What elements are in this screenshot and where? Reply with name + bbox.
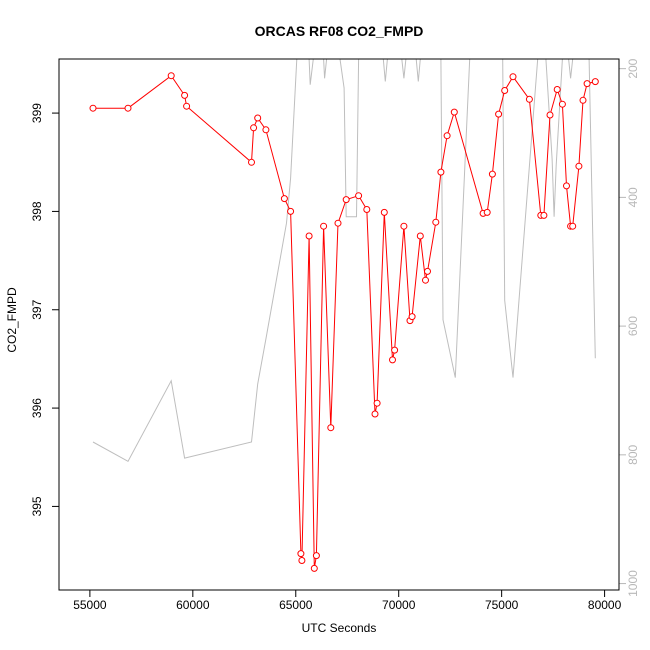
right-tick-label: 1000 <box>626 570 640 597</box>
data-point <box>363 206 371 213</box>
data-point <box>424 267 431 275</box>
data-point <box>450 108 458 116</box>
data-point <box>254 114 262 122</box>
data-point <box>391 346 399 354</box>
data-point <box>432 218 440 226</box>
data-point <box>250 124 258 132</box>
data-point <box>373 399 381 407</box>
data-point <box>569 222 577 230</box>
chart-title: ORCAS RF08 CO2_FMPD <box>255 23 424 39</box>
data-point <box>312 552 320 560</box>
data-point <box>320 222 328 230</box>
data-point <box>525 95 533 103</box>
data-point <box>334 219 342 227</box>
data-point <box>416 232 424 240</box>
y-axis-label: CO2_FMPD <box>5 287 19 353</box>
data-point <box>310 564 318 572</box>
data-point <box>327 424 335 432</box>
data-point <box>540 211 548 219</box>
x-tick-label: 70000 <box>382 598 416 612</box>
data-point <box>408 313 416 321</box>
data-point <box>575 162 583 170</box>
y-tick-label: 395 <box>30 496 44 516</box>
x-tick-label: 60000 <box>176 598 210 612</box>
y-tick-label: 399 <box>30 103 44 123</box>
data-point <box>488 170 496 178</box>
data-point <box>501 87 509 94</box>
data-point <box>262 126 270 134</box>
data-point <box>553 86 561 93</box>
data-point <box>389 356 396 364</box>
secondary-series-layer <box>92 59 596 462</box>
data-point <box>591 78 599 86</box>
plot-frame <box>58 58 620 591</box>
data-point <box>287 207 295 215</box>
right-tick-label: 600 <box>626 316 640 336</box>
data-point <box>355 192 363 200</box>
data-point <box>583 80 591 88</box>
x-tick-label: 55000 <box>73 598 107 612</box>
data-point <box>443 132 451 140</box>
secondary-series-line <box>92 59 596 462</box>
data-point <box>422 276 429 284</box>
data-point <box>509 73 517 81</box>
data-point <box>483 208 491 216</box>
data-point <box>248 158 255 166</box>
data-point <box>167 72 175 80</box>
data-point <box>298 557 306 564</box>
data-point <box>124 104 132 112</box>
y-tick-label: 398 <box>30 201 44 221</box>
primary-series-layer <box>89 72 599 572</box>
data-point <box>342 196 350 204</box>
right-tick-label: 400 <box>626 187 640 207</box>
data-point <box>183 102 191 110</box>
data-point <box>380 208 388 216</box>
y-tick-label: 397 <box>30 299 44 319</box>
data-point <box>495 110 503 118</box>
data-point <box>579 96 587 104</box>
x-axis-label: UTC Seconds <box>302 621 377 635</box>
data-point <box>546 111 554 119</box>
data-point <box>305 232 313 240</box>
data-point <box>89 104 97 112</box>
data-point <box>297 550 305 558</box>
data-point <box>181 91 189 99</box>
x-tick-label: 65000 <box>279 598 313 612</box>
primary-series-line <box>93 74 596 569</box>
data-point <box>280 195 288 203</box>
data-point <box>400 222 408 230</box>
data-point <box>437 168 445 176</box>
data-point <box>371 410 379 418</box>
x-tick-label: 80000 <box>588 598 622 612</box>
data-point <box>558 100 566 108</box>
right-tick-label: 800 <box>626 445 640 465</box>
x-tick-label: 75000 <box>485 598 519 612</box>
y-tick-label: 396 <box>30 398 44 418</box>
right-tick-label: 200 <box>626 58 640 78</box>
data-point <box>563 182 570 190</box>
